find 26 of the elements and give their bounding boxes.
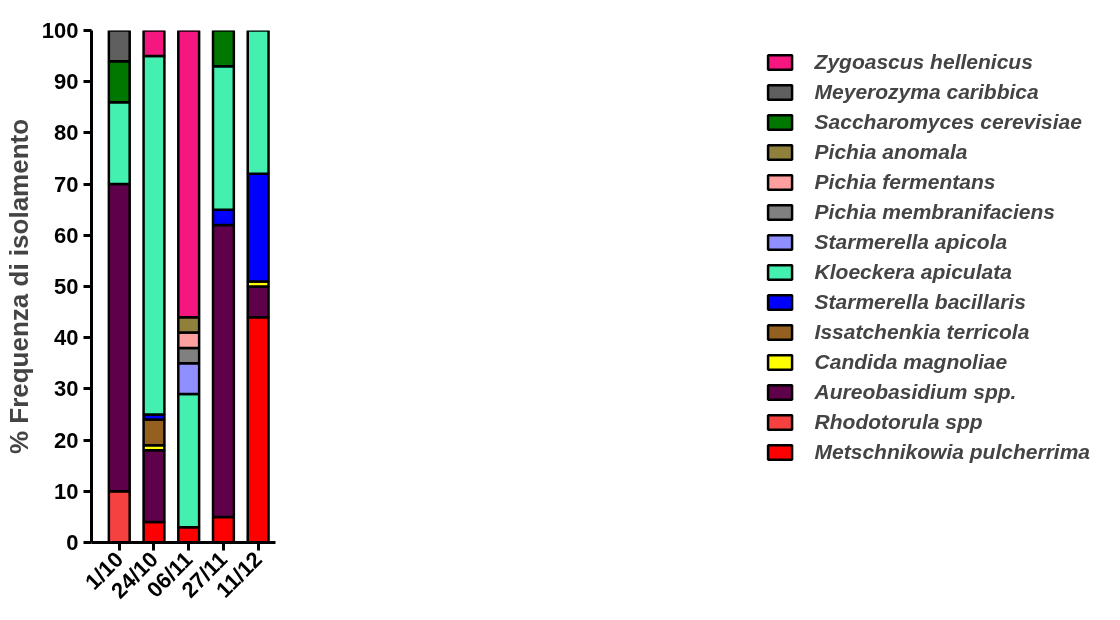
legend-label: Issatchenkia terricola bbox=[814, 320, 1030, 344]
y-tick-label: 30 bbox=[54, 376, 79, 402]
y-tick-label: 80 bbox=[54, 120, 79, 146]
y-tick-label: 10 bbox=[54, 478, 79, 504]
legend-label: Pichia anomala bbox=[814, 140, 968, 164]
legend-label: Zygoascus hellenicus bbox=[814, 50, 1033, 74]
legend-label: Pichia fermentans bbox=[814, 170, 996, 194]
legend-label: Kloeckera apiculata bbox=[814, 260, 1012, 284]
legend-label: Pichia membranifaciens bbox=[814, 200, 1056, 224]
legend-label: Rhodotorula spp bbox=[814, 410, 983, 434]
y-axis-title: % Frequenza di isolamento bbox=[3, 118, 34, 455]
y-tick-label: 100 bbox=[41, 18, 79, 43]
legend-label: Candida magnoliae bbox=[814, 350, 1008, 374]
y-tick-label: 70 bbox=[54, 171, 79, 197]
legend-label: Aureobasidium spp. bbox=[814, 380, 1017, 404]
y-tick-label: 0 bbox=[66, 530, 79, 555]
y-tick-label: 20 bbox=[54, 427, 79, 453]
legend-label: Starmerella bacillaris bbox=[814, 290, 1026, 314]
legend-label: Starmerella apicola bbox=[814, 230, 1008, 254]
y-tick-label: 60 bbox=[54, 222, 79, 248]
y-tick-label: 50 bbox=[54, 274, 79, 299]
legend-label: Metschnikowia pulcherrima bbox=[814, 440, 1090, 464]
legend-label: Meyerozyma caribbica bbox=[814, 80, 1039, 104]
y-tick-label: 90 bbox=[54, 69, 79, 95]
y-tick-label: 40 bbox=[54, 325, 79, 351]
legend-label: Saccharomyces cerevisiae bbox=[814, 110, 1082, 134]
